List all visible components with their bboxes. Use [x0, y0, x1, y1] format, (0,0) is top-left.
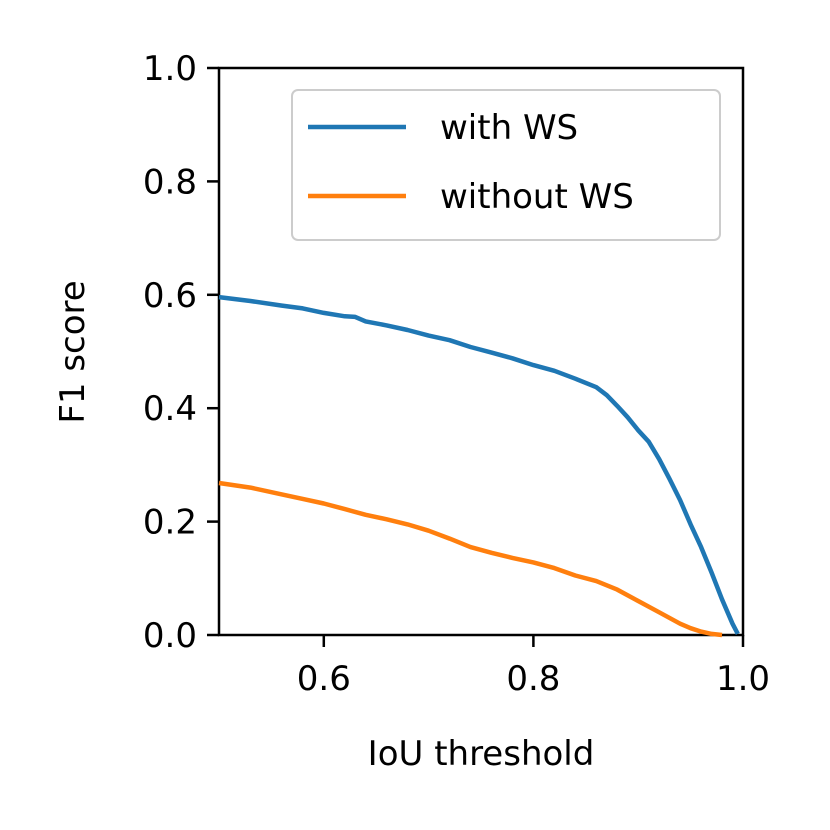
- y-tick-label: 0.8: [143, 162, 197, 202]
- x-tick-label: 0.8: [506, 659, 560, 699]
- y-axis-label: F1 score: [53, 280, 93, 423]
- y-tick-label: 0.2: [143, 503, 197, 543]
- legend-label-with-ws: with WS: [440, 108, 578, 148]
- x-tick-label: 0.6: [297, 659, 351, 699]
- x-axis: 0.6 0.8 1.0: [297, 635, 770, 699]
- y-tick-label: 0.6: [143, 276, 197, 316]
- legend-label-without-ws: without WS: [440, 177, 634, 217]
- series-line-with-ws: [218, 294, 740, 635]
- series-layer: [218, 294, 740, 638]
- y-tick-label: 0.0: [143, 616, 197, 656]
- series-line-without-ws: [218, 480, 723, 638]
- x-axis-label: IoU threshold: [368, 734, 595, 774]
- legend: with WS without WS: [291, 89, 721, 241]
- plot-area: [217, 66, 745, 637]
- x-tick-label: 1.0: [716, 659, 770, 699]
- y-tick-label: 1.0: [143, 49, 197, 89]
- y-tick-label: 0.4: [143, 389, 197, 429]
- y-axis: 0.0 0.2 0.4 0.6 0.8 1.0: [143, 49, 219, 656]
- axes-frame: [217, 66, 745, 637]
